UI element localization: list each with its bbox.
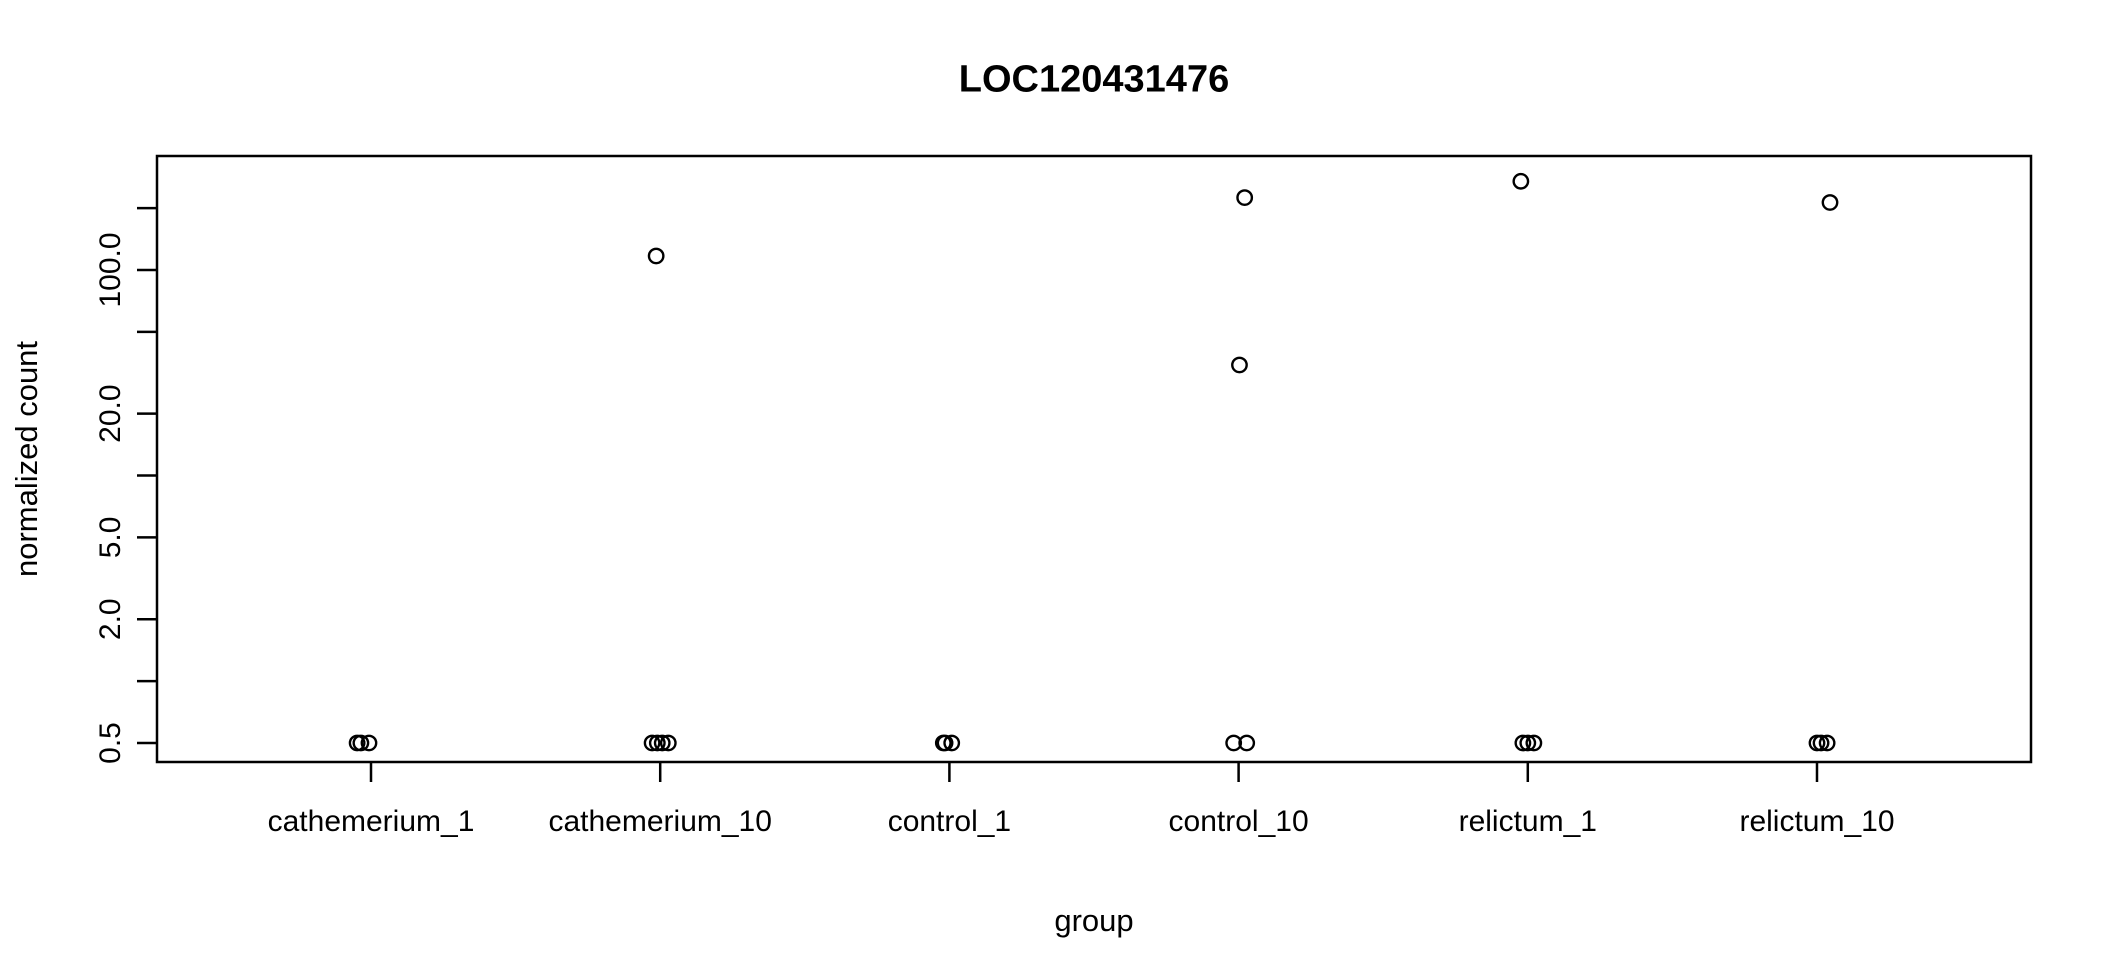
data-point (653, 734, 671, 752)
data-point (1818, 734, 1836, 752)
data-point (1519, 734, 1537, 752)
data-point (352, 734, 370, 752)
plot-box (155, 154, 2033, 764)
y-tick-label: 0.5 (94, 722, 127, 764)
data-point (1231, 356, 1248, 374)
data-point (1821, 194, 1839, 211)
x-tick-label: relictum_10 (1739, 805, 1894, 838)
data-point (1512, 172, 1530, 190)
x-tick-label: cathemerium_1 (268, 805, 475, 838)
x-tick-label: relictum_1 (1459, 805, 1597, 838)
data-point (1514, 734, 1532, 752)
x-tick-label: control_10 (1169, 805, 1309, 838)
data-point (943, 734, 961, 752)
data-point (1225, 734, 1243, 752)
y-tick-label: 100.0 (94, 232, 127, 307)
data-point (1812, 734, 1830, 752)
y-tick-label: 20.0 (94, 384, 127, 442)
x-tick-label: cathemerium_10 (548, 805, 771, 838)
data-point (360, 734, 378, 752)
chart-title: LOC120431476 (958, 58, 1230, 101)
data-point (647, 247, 665, 265)
data-point (643, 734, 661, 752)
data-point (936, 734, 954, 752)
data-point (659, 734, 677, 752)
y-tick-label: 2.0 (94, 598, 127, 640)
data-point (1525, 734, 1543, 752)
data-point (648, 734, 666, 752)
x-axis-label: group (1054, 903, 1134, 938)
data-point (1238, 734, 1256, 752)
y-tick-label: 5.0 (94, 517, 127, 559)
data-point (1236, 189, 1254, 206)
x-tick-label: control_1 (888, 805, 1011, 838)
